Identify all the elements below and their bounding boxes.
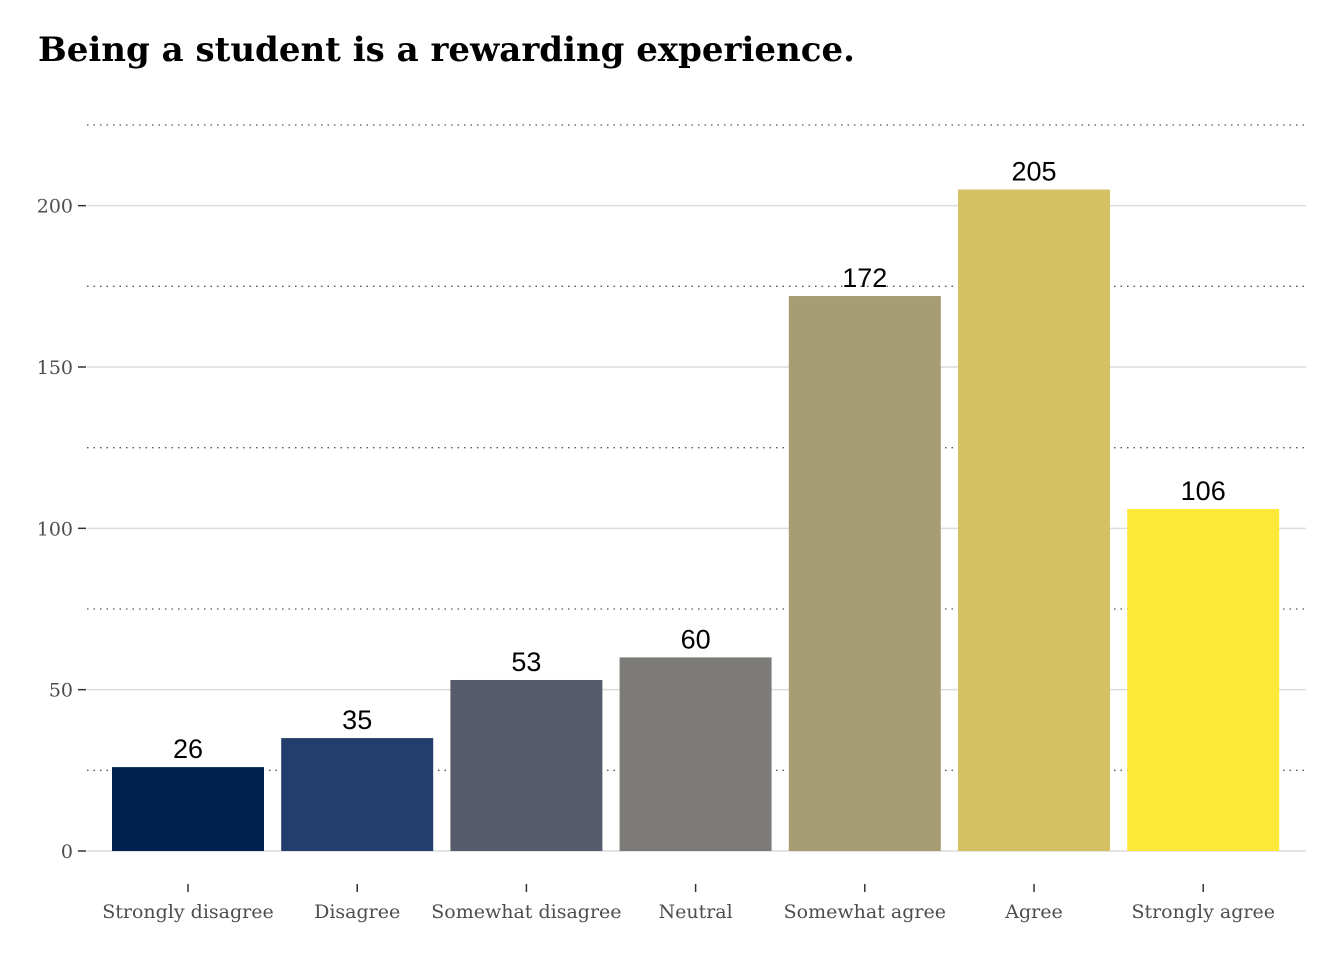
data-label: 106: [1181, 476, 1226, 506]
bar: [619, 657, 772, 851]
x-tick-label: Strongly disagree: [102, 901, 273, 923]
bar: [112, 767, 264, 851]
y-tick-label: 100: [37, 518, 73, 540]
data-labels: 26 35 53 60 172 205 106: [173, 157, 1226, 765]
x-tick-label: Strongly agree: [1131, 901, 1274, 923]
data-label: 35: [342, 705, 372, 735]
axes: 0 50 100 150 200 Strongly disagree Disagree Som…: [37, 196, 1275, 923]
x-tick-label: Somewhat disagree: [431, 901, 621, 923]
bar: [281, 738, 434, 851]
y-tick-label: 200: [37, 196, 73, 218]
y-tick-label: 0: [61, 841, 73, 863]
y-tick-label: 50: [49, 680, 73, 702]
x-tick-label: Agree: [1004, 901, 1062, 923]
x-tick-label: Disagree: [314, 901, 400, 923]
bar: [1127, 508, 1280, 851]
chart-title: Being a student is a rewarding experienc…: [38, 30, 855, 70]
x-tick-label: Somewhat agree: [784, 901, 946, 923]
data-label: 26: [173, 734, 203, 764]
data-label: 205: [1011, 157, 1056, 187]
bar: [958, 189, 1110, 852]
bar: [788, 296, 941, 852]
data-label: 53: [511, 647, 541, 677]
y-tick-label: 150: [37, 357, 73, 379]
data-label: 60: [681, 624, 711, 654]
x-tick-label: Neutral: [658, 901, 732, 923]
bar: [450, 679, 603, 851]
bars: [112, 189, 1280, 852]
data-label: 172: [842, 263, 887, 293]
